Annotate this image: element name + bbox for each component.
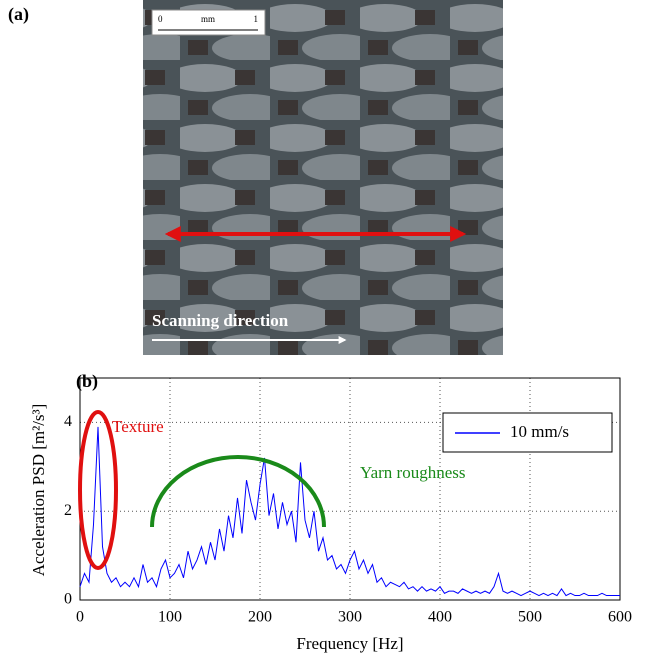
x-tick-label: 400 [428, 609, 452, 626]
scale-label: mm [201, 14, 215, 24]
series-line [79, 426, 620, 597]
scale-label: 0 [158, 14, 163, 24]
x-tick-label: 600 [608, 609, 632, 626]
x-tick-label: 300 [338, 609, 362, 626]
fabric-photo [143, 0, 503, 355]
panel-label: (b) [76, 371, 98, 392]
annotation: Yarn roughness [360, 463, 465, 482]
y-axis-label: Acceleration PSD [m²/s³] [29, 404, 48, 577]
annotation: Texture [112, 417, 164, 436]
x-axis-label: Frequency [Hz] [296, 634, 403, 653]
scale-label: 1 [254, 14, 259, 24]
y-tick-label: 4 [64, 413, 72, 430]
x-tick-label: 100 [158, 609, 182, 626]
texture-ellipse [78, 410, 118, 570]
panel-label: (a) [8, 4, 29, 25]
plot: 0 2 4 0 100 200 300 400 500 600 10 mm/s [64, 377, 632, 626]
y-tick-label: 0 [64, 591, 72, 608]
x-tick-label: 200 [248, 609, 272, 626]
scale-bar [151, 9, 266, 36]
legend-label: 10 mm/s [510, 422, 569, 441]
x-tick-label: 0 [76, 609, 84, 626]
caption: Scanning direction [152, 311, 289, 330]
y-tick-label: 2 [64, 502, 72, 519]
roughness-arc [150, 455, 326, 528]
x-tick-label: 500 [518, 609, 542, 626]
